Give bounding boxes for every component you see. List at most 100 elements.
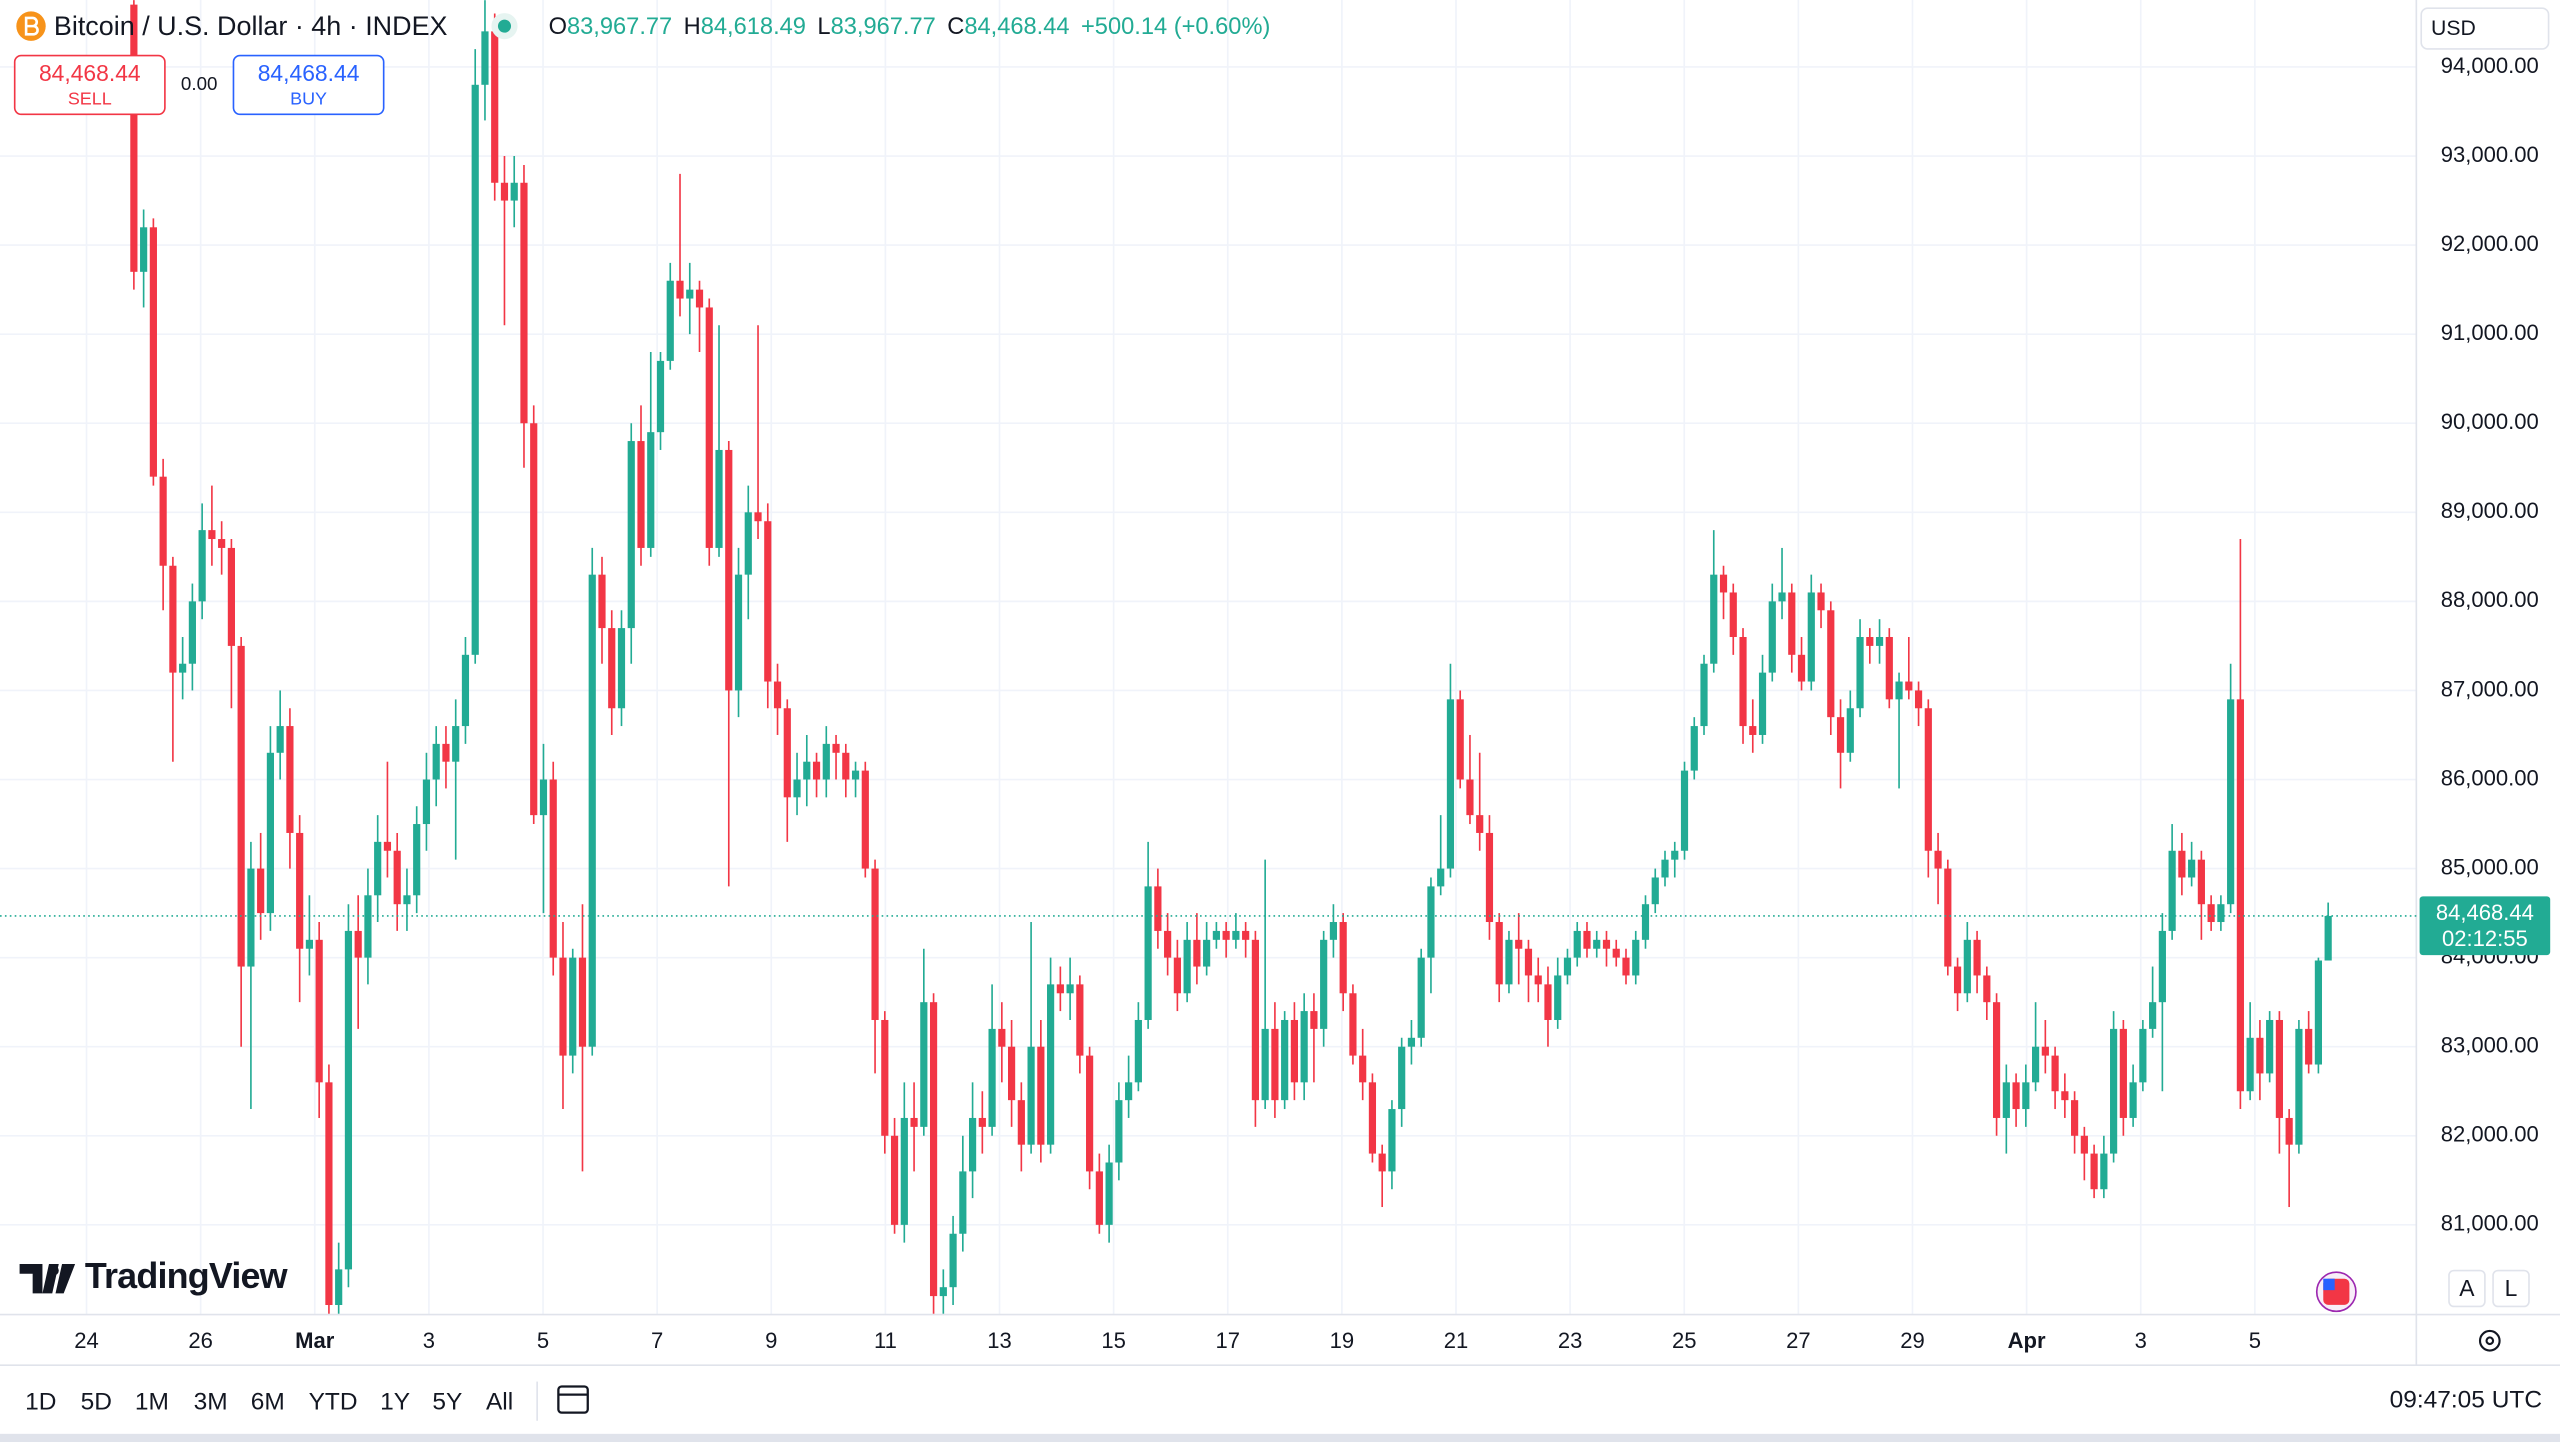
candle-body	[374, 841, 382, 896]
candle-body	[1095, 1171, 1103, 1225]
date-range-icon[interactable]	[557, 1385, 589, 1414]
candle-body	[1817, 592, 1825, 611]
candle-body	[530, 423, 538, 816]
candle-body	[1749, 726, 1757, 735]
candle-body	[1895, 681, 1903, 700]
candle-body	[1076, 984, 1084, 1056]
candle-body	[1710, 574, 1718, 664]
candle-body	[1183, 939, 1191, 994]
ohlc-value: 83,967.77	[831, 14, 936, 40]
candle-body	[1008, 1046, 1016, 1101]
market-status-dot	[497, 19, 512, 33]
candle-body	[2002, 1082, 2010, 1118]
candle-body	[2275, 1019, 2283, 1118]
candle-body	[2168, 850, 2176, 931]
candle-body	[1154, 886, 1162, 931]
range-button[interactable]: 3M	[194, 1388, 228, 1415]
candle-body	[1944, 868, 1952, 967]
currency-button[interactable]	[2420, 7, 2550, 50]
candle-body	[2285, 1117, 2293, 1145]
candle-body	[2139, 1028, 2147, 1083]
range-button[interactable]: 5Y	[432, 1388, 462, 1415]
candle-body	[2149, 1002, 2157, 1029]
candle-body	[1086, 1055, 1094, 1172]
range-button[interactable]: All	[486, 1388, 513, 1415]
candle-body	[188, 601, 196, 664]
candle-body	[1173, 957, 1181, 994]
candle-body	[159, 476, 167, 566]
scale-button[interactable]	[2448, 1269, 2486, 1308]
candle-body	[344, 930, 353, 1270]
candle-body	[2032, 1046, 2040, 1083]
candle-body	[686, 289, 694, 299]
candle-body	[1125, 1082, 1133, 1101]
candle-body	[227, 547, 235, 646]
candle-body	[676, 280, 684, 299]
candle-body	[1953, 966, 1962, 994]
candle-body	[198, 530, 206, 602]
candle-body	[2178, 850, 2186, 878]
ohlc-key: L	[817, 14, 830, 40]
range-button[interactable]: 5D	[81, 1388, 112, 1415]
candle-body	[169, 565, 177, 673]
candle-body	[1739, 637, 1747, 727]
clock[interactable]: 09:47:05 UTC	[2390, 1387, 2542, 1414]
candle-body	[1875, 637, 1884, 646]
sell-label: SELL	[68, 88, 112, 108]
candle-body	[1290, 1019, 1299, 1083]
candle-body	[2314, 960, 2323, 1065]
candle-body	[1427, 886, 1435, 958]
candle-body	[783, 708, 791, 798]
candle-body	[218, 539, 226, 548]
candle-body	[481, 31, 489, 85]
ohlc-value: 83,967.77	[567, 14, 672, 40]
buy-button[interactable]	[232, 54, 385, 116]
candle-body	[335, 1269, 343, 1306]
range-button[interactable]: YTD	[309, 1388, 358, 1415]
candle-body	[276, 726, 284, 753]
candle-body	[1251, 939, 1259, 1101]
candle-body	[920, 1002, 928, 1127]
candle-body	[1115, 1100, 1123, 1163]
scrollbar	[0, 1433, 2560, 1442]
candle-body	[1680, 770, 1689, 851]
candle-body	[949, 1233, 957, 1288]
candle-body	[1758, 672, 1767, 735]
range-button[interactable]: 1D	[25, 1388, 56, 1415]
candle-body	[1417, 957, 1425, 1038]
candle-body	[1602, 939, 1611, 949]
scale-button[interactable]	[2492, 1269, 2530, 1308]
candle-body	[1778, 592, 1786, 602]
y-tick-label: 81,000.00	[2441, 1211, 2539, 1236]
candle-body	[1963, 939, 1971, 994]
y-tick-label: 92,000.00	[2441, 231, 2539, 256]
candle-body	[939, 1287, 947, 1297]
spread: 0.00	[181, 73, 218, 94]
x-tick-label: 3	[423, 1328, 435, 1353]
x-tick-label: 3	[2135, 1328, 2147, 1353]
candle-body	[1310, 1011, 1318, 1029]
sell-button[interactable]	[13, 54, 166, 116]
range-button[interactable]: 1Y	[380, 1388, 410, 1415]
ohlc-key: H	[684, 14, 701, 40]
candle-body	[1973, 939, 1981, 976]
candle-body	[364, 895, 372, 958]
candle-body	[208, 530, 216, 540]
range-button[interactable]: 1M	[135, 1388, 169, 1415]
y-tick-label: 85,000.00	[2441, 854, 2539, 879]
candle-body	[1846, 708, 1854, 753]
settings-icon[interactable]	[2478, 1329, 2501, 1352]
symbol-title[interactable]: Bitcoin / U.S. Dollar · 4h · INDEX	[54, 11, 448, 41]
candle-body	[1047, 984, 1055, 1145]
range-button[interactable]: 6M	[251, 1388, 285, 1415]
candle-body	[1554, 975, 1562, 1020]
candle-body	[149, 227, 157, 477]
candle-body	[1807, 592, 1815, 682]
candle-body	[471, 84, 479, 655]
candle-body	[1495, 922, 1503, 985]
y-tick-label: 82,000.00	[2441, 1122, 2539, 1147]
candle-body	[2061, 1091, 2069, 1101]
candle-body	[247, 868, 255, 967]
candle-body	[325, 1082, 333, 1306]
candle-body	[2100, 1153, 2108, 1190]
